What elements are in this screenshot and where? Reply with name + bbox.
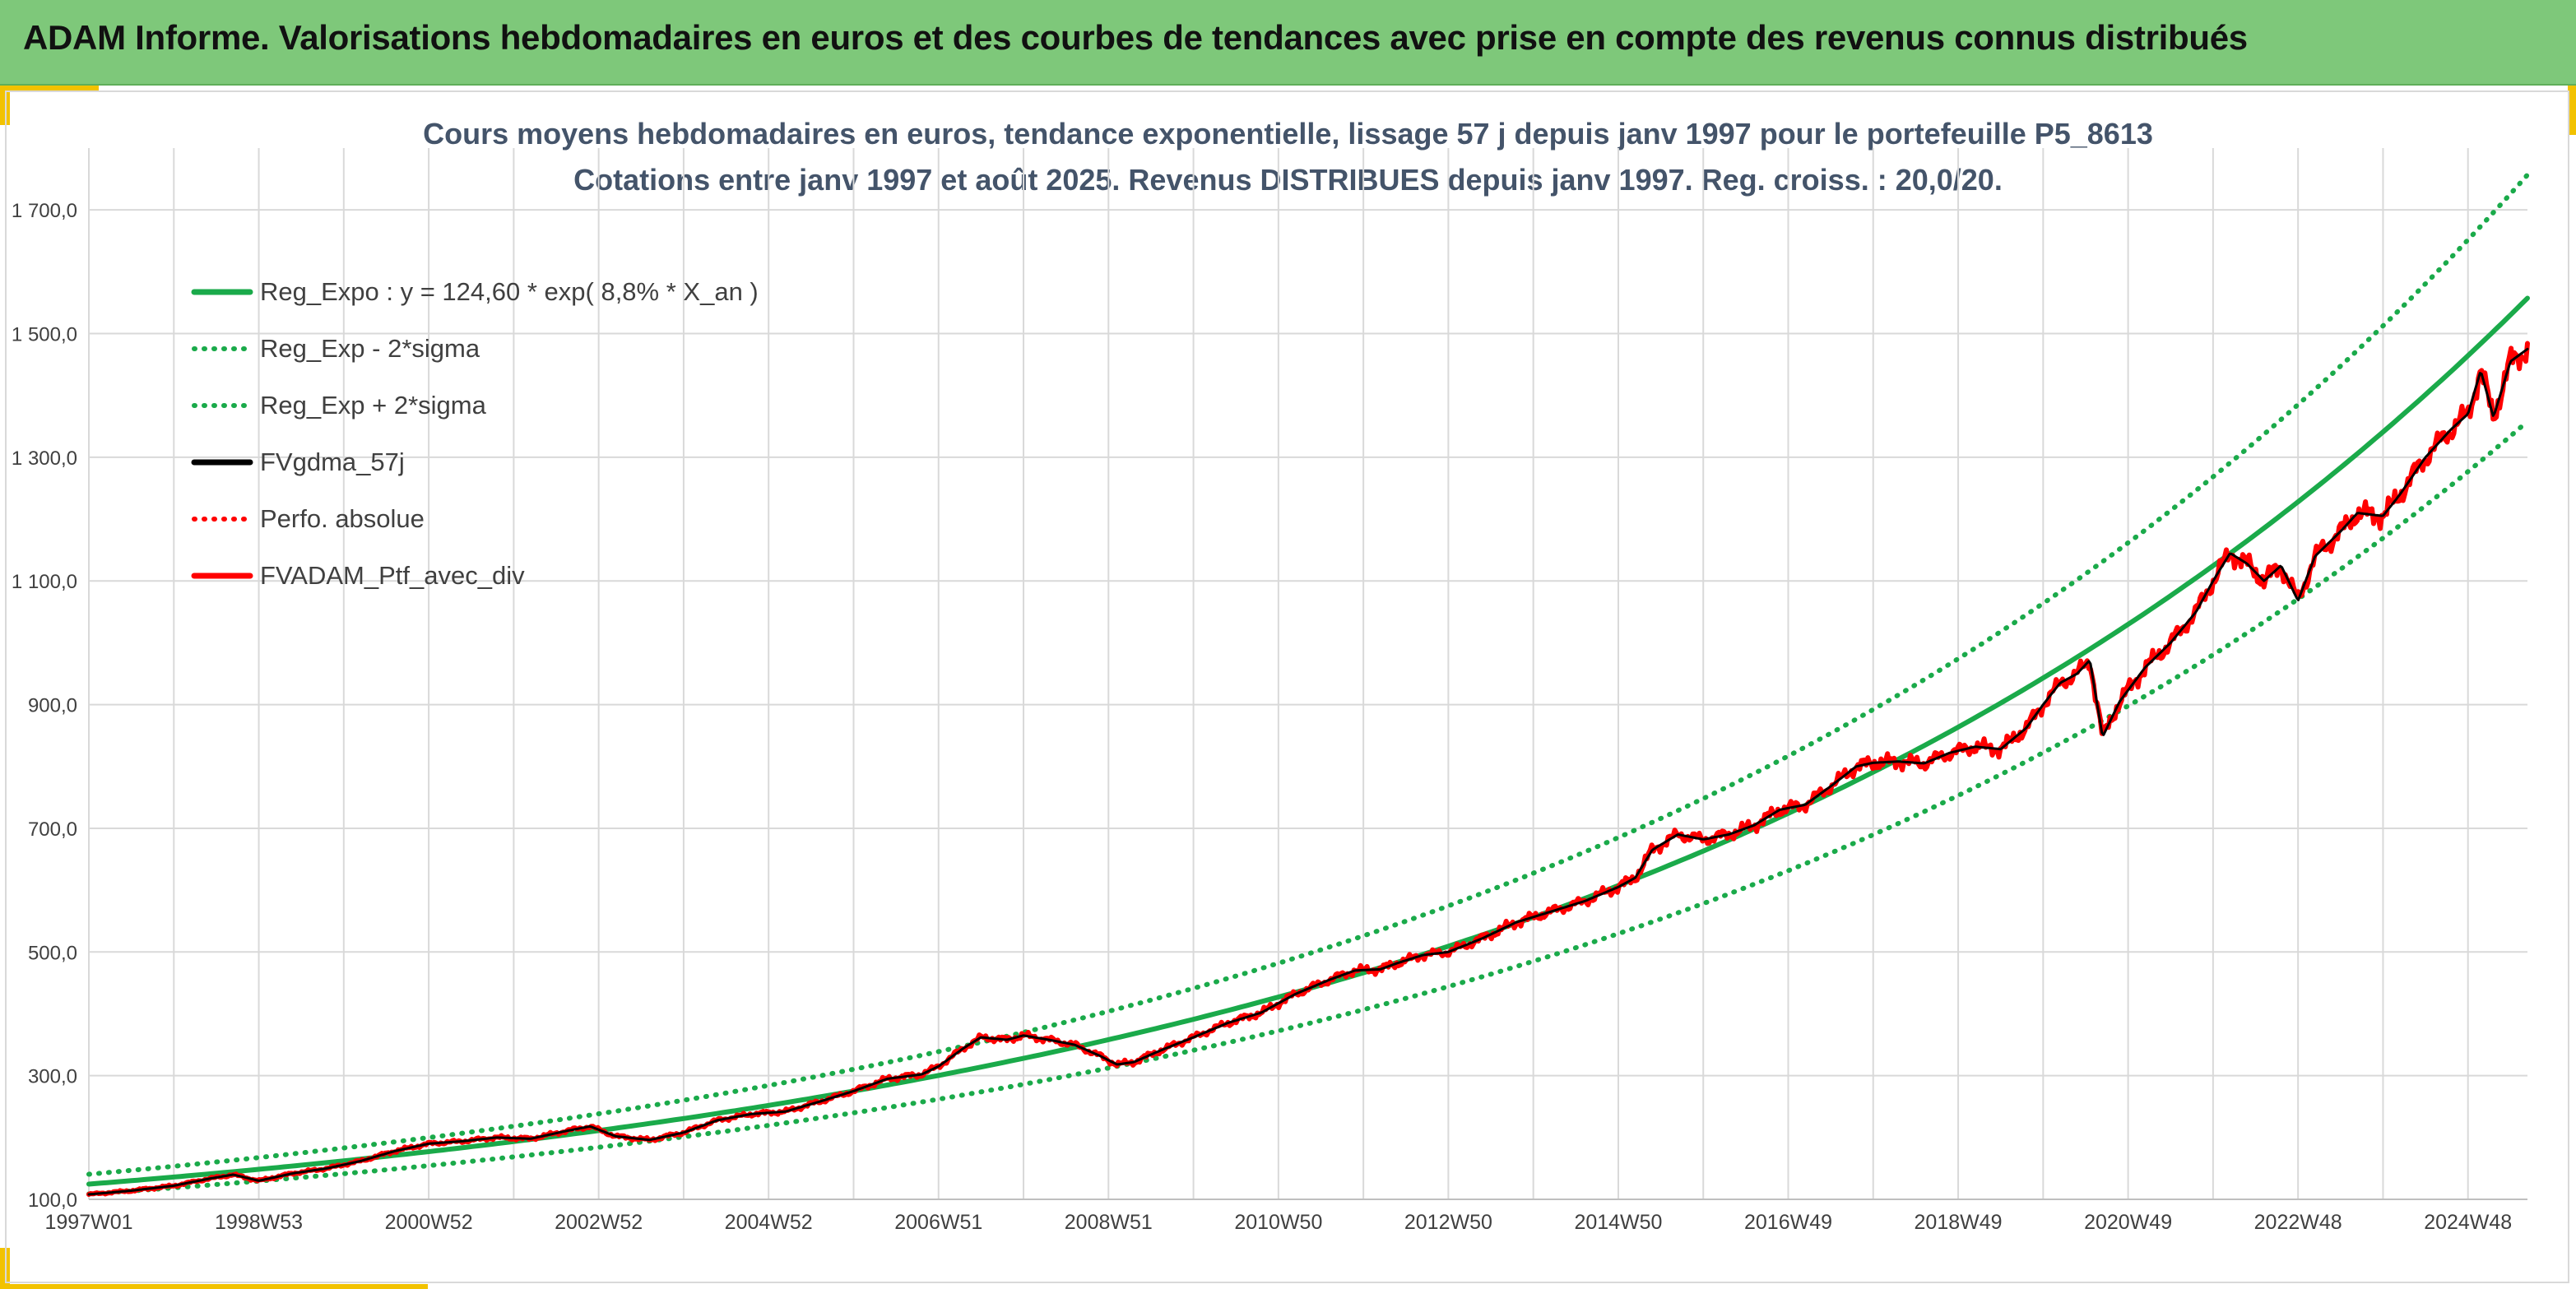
- x-tick-label: 1997W01: [44, 1211, 132, 1234]
- x-tick-label: 2020W49: [2084, 1211, 2172, 1234]
- series-line-reg-low: [86, 419, 2530, 1197]
- page-title: ADAM Informe. Valorisations hebdomadaire…: [23, 18, 2248, 57]
- series-line-reg-high: [86, 172, 2530, 1177]
- axes: 100,0 300,0 500,0 700,0 900,0 1 100,0 1 300,0 1…: [12, 200, 2527, 1234]
- x-tick-label: 2000W52: [385, 1211, 473, 1234]
- accent-top: [0, 86, 99, 92]
- y-tick-label: 1 500,0: [12, 324, 77, 346]
- x-tick-label: 2006W51: [894, 1211, 982, 1234]
- legend-label: Perfo. absolue: [260, 504, 425, 533]
- x-tick-label: 2004W52: [725, 1211, 813, 1234]
- legend-label: Reg_Expo : y = 124,60 * exp( 8,8% * X_an…: [260, 277, 759, 306]
- y-tick-label: 300,0: [28, 1066, 77, 1088]
- legend-label: FVADAM_Ptf_avec_div: [260, 561, 525, 590]
- legend-label: Reg_Exp + 2*sigma: [260, 391, 487, 420]
- series: [86, 172, 2530, 1197]
- y-tick-label: 500,0: [28, 942, 77, 964]
- x-tick-label: 2022W48: [2254, 1211, 2342, 1234]
- legend-label: FVgdma_57j: [260, 447, 405, 476]
- chart-subtitle: Cotations entre janv 1997 et août 2025. …: [573, 163, 2003, 197]
- series-line-reg: [86, 295, 2530, 1187]
- y-tick-label: 900,0: [28, 695, 77, 717]
- x-tick-label: 2010W50: [1234, 1211, 1322, 1234]
- y-tick-label: 100,0: [28, 1189, 77, 1212]
- series-line-fvadam: [86, 341, 2530, 1197]
- chart-frame: [5, 90, 2569, 1283]
- x-tick-label: 2014W50: [1574, 1211, 1662, 1234]
- y-tick-label: 1 100,0: [12, 571, 77, 593]
- x-tick-label: 2018W49: [1915, 1211, 2003, 1234]
- legend: Reg_Expo : y = 124,60 * exp( 8,8% * X_an…: [191, 277, 759, 590]
- x-tick-label: 2016W49: [1744, 1211, 1832, 1234]
- x-tick-label: 2008W51: [1065, 1211, 1153, 1234]
- legend-label: Reg_Exp - 2*sigma: [260, 334, 480, 363]
- x-tick-label: 2012W50: [1404, 1211, 1492, 1234]
- accent-bottom: [0, 1284, 428, 1289]
- chart-title: Cours moyens hebdomadaires en euros, ten…: [423, 117, 2153, 151]
- x-tick-label: 2024W48: [2424, 1211, 2512, 1234]
- y-tick-label: 1 700,0: [12, 200, 77, 222]
- y-tick-label: 1 300,0: [12, 447, 77, 470]
- x-tick-label: 2002W52: [555, 1211, 643, 1234]
- accent-right: [2568, 86, 2576, 135]
- series-line-fvgdma: [87, 347, 2529, 1196]
- x-tick-label: 1998W53: [215, 1211, 303, 1234]
- header-bar: ADAM Informe. Valorisations hebdomadaire…: [0, 0, 2576, 86]
- y-tick-label: 700,0: [28, 818, 77, 841]
